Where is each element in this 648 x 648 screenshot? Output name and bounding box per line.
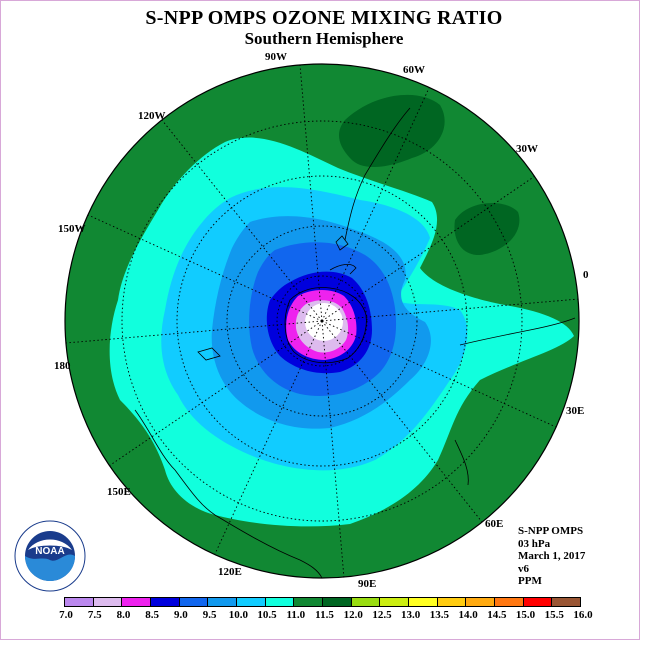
legend-tick-label: 16.0	[573, 609, 593, 621]
meridian-60e	[321, 320, 483, 523]
legend-swatch	[380, 598, 410, 606]
product-info: S-NPP OMPS 03 hPa March 1, 2017 v6 PPM	[518, 525, 585, 588]
legend-tick-label: 12.5	[372, 609, 392, 621]
lon-label-60e: 60E	[485, 518, 504, 530]
lon-label-120w: 120W	[138, 110, 166, 122]
legend-swatch	[495, 598, 524, 606]
legend-swatch	[208, 598, 238, 606]
legend-tick-label: 10.0	[228, 609, 248, 621]
legend-swatch	[122, 598, 152, 606]
logo-text: NOAA	[35, 546, 64, 557]
coastline-madagascar	[454, 439, 469, 486]
coastline-antarctica	[284, 287, 367, 364]
legend-tick-label: 12.0	[343, 609, 363, 621]
meridian-0	[321, 298, 580, 322]
legend-swatch	[552, 598, 581, 606]
lon-label-30e: 30E	[566, 405, 585, 417]
figure-frame	[0, 0, 640, 640]
legend-swatch	[437, 598, 467, 606]
coastline-south-america	[344, 107, 411, 241]
legend-swatch	[294, 598, 324, 606]
legend-swatch	[265, 598, 295, 606]
legend-tick-label: 13.5	[429, 609, 449, 621]
info-date: March 1, 2017	[518, 550, 586, 562]
legend-tick-label: 13.0	[401, 609, 421, 621]
info-units: PPM	[518, 575, 542, 587]
legend-tick-label: 9.5	[202, 609, 217, 621]
legend-swatch	[466, 598, 496, 606]
meridian-120e	[214, 320, 323, 555]
color-legend	[64, 597, 581, 607]
info-instrument: S-NPP OMPS	[518, 525, 584, 537]
lon-label-90e: 90E	[358, 578, 377, 590]
coastline-new-zealand	[197, 347, 221, 361]
info-version: v6	[518, 562, 529, 575]
legend-tick-label: 8.5	[145, 609, 160, 621]
legend-tick-label: 7.5	[87, 609, 102, 621]
coastline-africa-south	[459, 317, 576, 346]
legend-tick-label: 11.0	[286, 609, 306, 621]
contour-11-5-patch-a	[338, 94, 445, 168]
polar-minimum-area	[305, 303, 343, 341]
map-title: S-NPP OMPS OZONE MIXING RATIO	[145, 7, 503, 29]
legend-tick-label: 10.5	[257, 609, 277, 621]
legend-swatch	[351, 598, 381, 606]
graticule	[65, 64, 580, 579]
legend-swatch	[151, 598, 180, 606]
legend-swatch	[179, 598, 209, 606]
lon-label-150e: 150E	[107, 486, 131, 498]
legend-swatch	[93, 598, 123, 606]
legend-swatch	[237, 598, 266, 606]
latitude-circle-3	[176, 175, 468, 467]
legend-swatch	[65, 598, 94, 606]
meridian-150w	[87, 214, 323, 322]
legend-tick-label: 8.0	[116, 609, 131, 621]
legend-swatch	[409, 598, 438, 606]
latitude-circle-1	[276, 275, 368, 367]
lon-label-150w: 150W	[58, 223, 86, 235]
map-boundary	[64, 63, 580, 579]
meridian-30w	[321, 175, 536, 322]
legend-tick-label: 7.0	[59, 609, 73, 621]
legend-tick-label: 11.5	[315, 609, 334, 621]
meridian-30e	[321, 320, 557, 428]
legend-tick-label: 15.5	[544, 609, 564, 621]
lon-label-60w: 60W	[403, 64, 425, 76]
meridian-120w	[161, 119, 323, 322]
coastlines	[134, 107, 576, 579]
legend-ticks: 7.0 7.5 8.0 8.5 9.0 9.5 10.0 10.5 11.0 11.5 12.0 12…	[59, 609, 593, 623]
meridian-60w	[321, 87, 430, 322]
legend-tick-label: 14.0	[458, 609, 478, 621]
coastline-antarctic-peninsula	[329, 264, 357, 275]
latitude-circle-4	[121, 120, 523, 522]
lon-label-120e: 120E	[218, 566, 242, 578]
latitude-circle-2	[226, 225, 418, 417]
lon-label-90w: 90W	[265, 51, 287, 63]
legend-tick-label: 14.5	[487, 609, 507, 621]
meridian-90e	[321, 320, 345, 579]
legend-swatch	[523, 598, 553, 606]
lon-label-0: 0	[583, 269, 589, 281]
legend-swatch	[323, 598, 352, 606]
legend-tick-label: 15.0	[515, 609, 536, 621]
info-pressure: 03 hPa	[518, 537, 551, 550]
noaa-logo: NOAA	[14, 520, 86, 592]
meridian-150e	[108, 320, 323, 467]
legend-tick-label: 9.0	[174, 609, 188, 621]
coastline-tierra-del-fuego	[335, 235, 349, 251]
lon-label-180: 180	[54, 360, 71, 372]
map-subtitle: Southern Hemisphere	[244, 29, 404, 48]
south-pole-marker	[320, 319, 324, 323]
coastline-australia	[134, 409, 323, 579]
meridian-90w	[299, 64, 323, 322]
meridian-180	[65, 320, 323, 344]
lon-label-30w: 30W	[516, 143, 538, 155]
contour-11-5-patch-b	[454, 202, 520, 256]
